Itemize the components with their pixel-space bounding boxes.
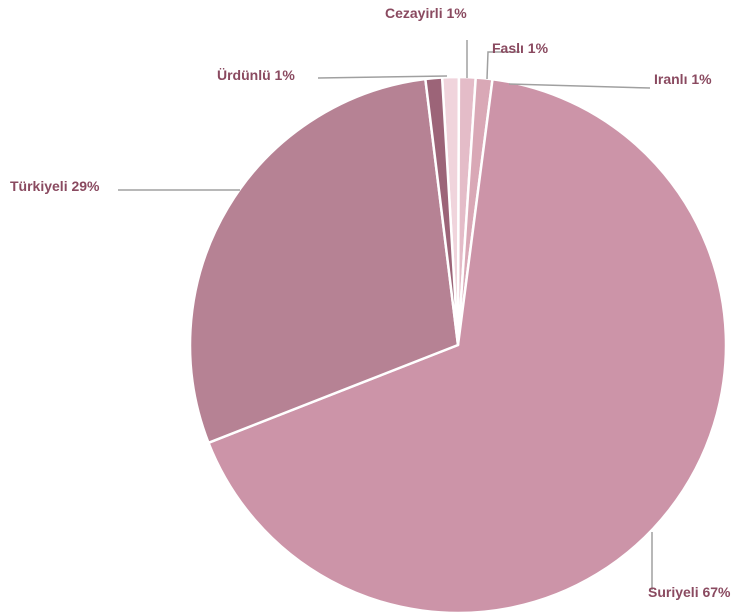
leader-line-iranlı — [508, 83, 651, 89]
leader-lines — [118, 40, 653, 590]
pie-slice-ürdünlü — [424, 76, 460, 347]
data-label-faslı: Faslı 1% — [492, 40, 549, 56]
slice-labels: Cezayirli 1% Faslı 1% Iranlı 1% Suriyeli 67… — [10, 5, 731, 600]
leader-line-ürdünlü — [317, 75, 448, 79]
pie-slices — [188, 75, 728, 615]
pie-slice-türkiyeli — [188, 77, 460, 445]
data-label-iranlı: Iranlı 1% — [654, 71, 712, 87]
leader-line-faslı — [486, 51, 520, 80]
data-label-ürdünlü: Ürdünlü 1% — [217, 67, 295, 83]
data-label-cezayirli: Cezayirli 1% — [385, 5, 467, 21]
data-label-türkiyeli: Türkiyeli 29% — [10, 178, 100, 194]
data-label-suriyeli: Suriyeli 67% — [648, 584, 731, 600]
pie-slice-suriyeli — [207, 77, 728, 615]
